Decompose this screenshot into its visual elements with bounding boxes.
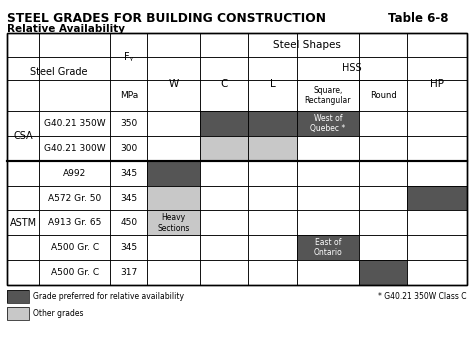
Text: Grade preferred for relative availability: Grade preferred for relative availabilit… bbox=[33, 292, 184, 301]
Text: Square,
Rectangular: Square, Rectangular bbox=[305, 86, 351, 106]
Bar bbox=[248, 136, 297, 161]
Text: 345: 345 bbox=[120, 169, 137, 178]
Bar bbox=[359, 260, 407, 285]
Bar bbox=[248, 111, 297, 136]
Bar bbox=[7, 290, 29, 303]
Text: L: L bbox=[270, 79, 275, 89]
Text: Fᵧ: Fᵧ bbox=[124, 52, 134, 62]
Text: 300: 300 bbox=[120, 144, 137, 153]
Text: A992: A992 bbox=[63, 169, 86, 178]
Text: HP: HP bbox=[430, 79, 444, 89]
Bar bbox=[147, 161, 200, 186]
Bar bbox=[200, 111, 248, 136]
Text: A500 Gr. C: A500 Gr. C bbox=[51, 268, 99, 277]
Text: A572 Gr. 50: A572 Gr. 50 bbox=[48, 194, 101, 203]
Text: West of
Quebec *: West of Quebec * bbox=[310, 114, 346, 133]
Text: G40.21 350W: G40.21 350W bbox=[44, 119, 106, 128]
Bar bbox=[7, 33, 467, 285]
Text: 317: 317 bbox=[120, 268, 137, 277]
Text: ASTM: ASTM bbox=[9, 218, 36, 228]
Text: A913 Gr. 65: A913 Gr. 65 bbox=[48, 218, 101, 227]
Text: 450: 450 bbox=[120, 218, 137, 227]
Text: East of
Ontario: East of Ontario bbox=[313, 238, 342, 257]
Bar bbox=[7, 290, 29, 303]
Text: Steel Grade: Steel Grade bbox=[30, 67, 88, 77]
Text: W: W bbox=[169, 79, 179, 89]
Text: CSA: CSA bbox=[13, 131, 33, 141]
Bar bbox=[7, 33, 467, 285]
Bar bbox=[147, 210, 200, 235]
Bar bbox=[147, 186, 200, 210]
Text: * G40.21 350W Class C: * G40.21 350W Class C bbox=[379, 292, 467, 301]
Text: HSS: HSS bbox=[342, 63, 362, 73]
Bar bbox=[297, 235, 359, 260]
Text: C: C bbox=[221, 79, 228, 89]
Text: Table 6-8: Table 6-8 bbox=[388, 12, 448, 25]
Text: Other grades: Other grades bbox=[33, 309, 83, 318]
Bar bbox=[7, 33, 467, 285]
Text: STEEL GRADES FOR BUILDING CONSTRUCTION: STEEL GRADES FOR BUILDING CONSTRUCTION bbox=[7, 12, 326, 25]
Text: Round: Round bbox=[370, 91, 396, 100]
Text: Heavy
Sections: Heavy Sections bbox=[157, 213, 190, 233]
Text: Relative Availability: Relative Availability bbox=[7, 24, 125, 34]
Text: A500 Gr. C: A500 Gr. C bbox=[51, 243, 99, 252]
Bar bbox=[200, 136, 248, 161]
Bar bbox=[407, 186, 467, 210]
Text: 345: 345 bbox=[120, 243, 137, 252]
Text: 345: 345 bbox=[120, 194, 137, 203]
Bar bbox=[297, 111, 359, 136]
Bar bbox=[7, 307, 29, 320]
Text: 350: 350 bbox=[120, 119, 137, 128]
Text: Steel Shapes: Steel Shapes bbox=[273, 40, 341, 50]
Bar bbox=[7, 307, 29, 320]
Text: G40.21 300W: G40.21 300W bbox=[44, 144, 106, 153]
Text: MPa: MPa bbox=[120, 91, 138, 100]
